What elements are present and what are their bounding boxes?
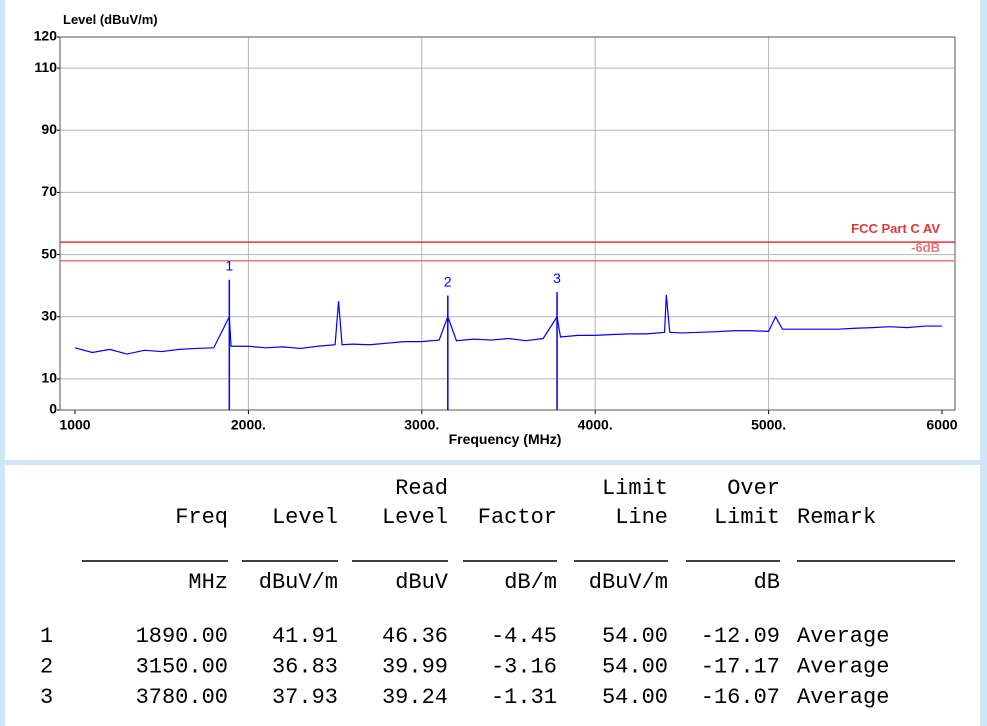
cell: 3780.00	[136, 685, 228, 710]
marker-label: 1	[225, 258, 233, 274]
cell: -4.45	[491, 624, 557, 649]
table: Freq MHz Level dBuV/m Read Level dBuV Factor dB/…	[5, 465, 980, 726]
row-index: 2	[40, 654, 53, 679]
cell: 39.99	[382, 654, 448, 679]
cell: 54.00	[602, 685, 668, 710]
plot-frame	[59, 36, 956, 411]
y-tick-label: 0	[49, 401, 57, 417]
column-top: Read	[395, 476, 448, 501]
x-tick-label: 3000.	[404, 417, 439, 433]
x-tick-label: 4000.	[578, 417, 613, 433]
cell: 41.91	[272, 624, 338, 649]
cell: -1.31	[491, 685, 557, 710]
y-tick-label: 120	[34, 28, 58, 44]
column-name: Limit	[714, 505, 780, 530]
column-name: Factor	[478, 505, 557, 530]
marker-label: 3	[553, 270, 561, 286]
cell: Average	[797, 624, 889, 649]
x-tick-label: 1000	[59, 417, 90, 433]
column-unit: dBuV/m	[589, 570, 668, 595]
y-tick-label: 50	[41, 245, 57, 261]
column-name: Line	[615, 505, 668, 530]
chart: Level (dBuV/m) Frequency (MHz) 0 10 30 50 70…	[5, 0, 980, 460]
cell: -17.17	[701, 654, 780, 679]
cell: 3150.00	[136, 654, 228, 679]
cell: 39.24	[382, 685, 448, 710]
cell: Average	[797, 654, 889, 679]
column-unit: dBuV	[395, 570, 449, 595]
column-unit: dB	[754, 570, 780, 595]
cell: -3.16	[491, 654, 557, 679]
cell: 54.00	[602, 654, 668, 679]
column-top: Over	[727, 476, 780, 501]
column-name: Freq	[175, 505, 228, 530]
cell: -12.09	[701, 624, 780, 649]
cell: 37.93	[272, 685, 338, 710]
x-tick-label: 2000.	[231, 417, 266, 433]
cell: 54.00	[602, 624, 668, 649]
column-unit: dB/m	[504, 570, 557, 595]
x-tick-label: 5000.	[751, 417, 786, 433]
y-tick-label: 110	[34, 59, 57, 75]
y-axis-label: Level (dBuV/m)	[63, 12, 158, 27]
spectrum-line	[74, 294, 942, 355]
y-tick-label: 70	[41, 183, 57, 199]
cell: 36.83	[272, 654, 338, 679]
marker-label: 2	[444, 274, 452, 290]
y-tick-label: 30	[41, 307, 57, 323]
column-name: Remark	[797, 505, 876, 530]
table-panel	[5, 465, 980, 726]
cell: Average	[797, 685, 889, 710]
y-tick-label: 90	[41, 121, 57, 137]
limit-label: FCC Part C AV	[851, 221, 940, 236]
column-name: Level	[382, 505, 448, 530]
cell: 1890.00	[136, 624, 228, 649]
chart-panel	[5, 0, 980, 460]
cell: -16.07	[701, 685, 780, 710]
column-top: Limit	[602, 476, 668, 501]
row-index: 3	[40, 685, 53, 710]
x-axis-label: Frequency (MHz)	[449, 431, 562, 447]
column-unit: MHz	[188, 570, 228, 595]
limit-label: -6dB	[911, 240, 940, 255]
y-tick-label: 10	[41, 370, 57, 386]
row-index: 1	[40, 624, 53, 649]
cell: 46.36	[382, 624, 448, 649]
column-unit: dBuV/m	[259, 570, 338, 595]
x-tick-label: 6000	[926, 417, 957, 433]
column-name: Level	[272, 505, 338, 530]
